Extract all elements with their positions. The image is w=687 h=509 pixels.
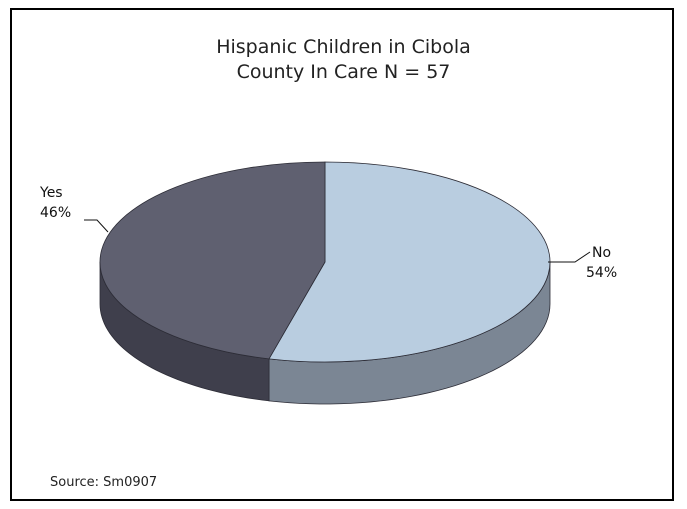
leader-line-yes	[84, 219, 109, 233]
pie-tops	[99, 161, 551, 363]
chart-title-line-2: County In Care N = 57	[236, 61, 451, 83]
chart-title-line-1: Hispanic Children in Cibola	[216, 36, 471, 58]
slice-label-no: No 54%	[586, 243, 617, 283]
slice-label-no-name: No	[592, 245, 612, 261]
label-leaders	[84, 219, 591, 263]
pie-slice-yes	[99, 161, 326, 360]
pie-slice-no	[268, 161, 551, 363]
slice-label-yes-percent: 46%	[40, 205, 72, 221]
source-note: Source: Sm0907	[50, 475, 158, 490]
slice-label-yes-name: Yes	[40, 185, 63, 201]
leader-line-no	[548, 251, 591, 263]
slice-label-yes: Yes 46%	[40, 183, 71, 223]
slice-label-no-percent: 54%	[586, 265, 618, 281]
